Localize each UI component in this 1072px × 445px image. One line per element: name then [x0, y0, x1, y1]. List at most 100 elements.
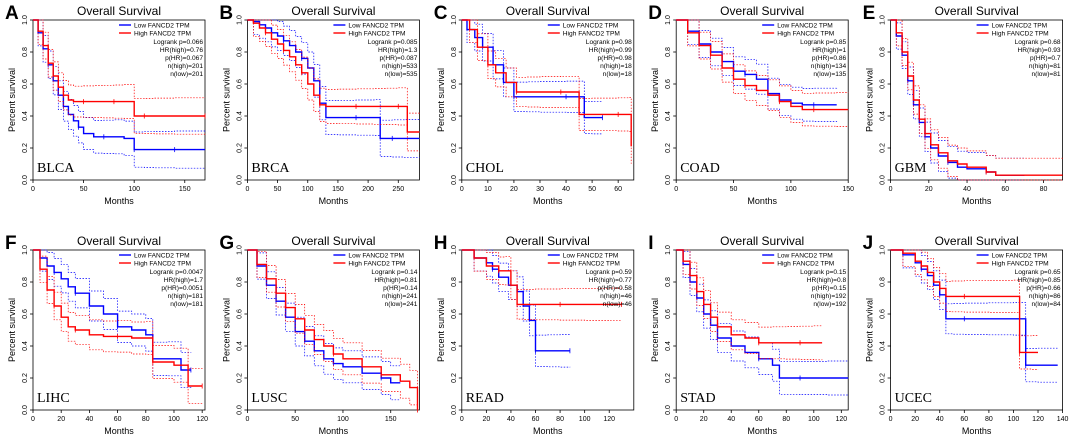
ci-upper-high	[33, 19, 206, 100]
y-axis-label: Percent survival	[221, 68, 231, 132]
x-tick-label: 60	[755, 416, 763, 423]
x-tick-label: 150	[385, 416, 397, 423]
x-tick-label: 150	[332, 186, 344, 193]
legend-label-high: High FANCD2 TPM	[134, 261, 191, 268]
chart-title: Overall Survival	[506, 4, 590, 18]
y-tick-label: 0.2	[236, 143, 243, 153]
stat-line: n(high)=81	[1029, 63, 1061, 70]
y-tick-label: 0.0	[451, 405, 458, 415]
x-axis-label: Months	[319, 196, 349, 206]
stat-line: n(low)=46	[603, 301, 632, 308]
chart-panel-d: D Overall Survival 0.0 0.2 0.4 0.6 0.8 1.0 0 50 10…	[648, 3, 854, 206]
x-tick-label: 0	[460, 416, 464, 423]
x-axis-label: Months	[104, 426, 134, 436]
x-tick-label: 20	[700, 416, 708, 423]
y-tick-label: 0.0	[665, 175, 672, 185]
legend-label-low: Low FANCD2 TPM	[992, 253, 1048, 260]
x-tick-label: 0	[31, 416, 35, 423]
stat-line: n(low)=181	[170, 301, 203, 308]
ci-upper-high	[247, 19, 420, 114]
legend-label-low: Low FANCD2 TPM	[563, 23, 619, 30]
ci-upper-high	[461, 249, 622, 291]
x-tick-label: 0	[31, 186, 35, 193]
cancer-label: CHOL	[466, 161, 504, 176]
stat-line: HR(high)=1.7	[164, 277, 204, 284]
chart-panel-g: G Overall Survival 0.0 0.2 0.4 0.6 0.8 1.0 0 50 10…	[219, 233, 420, 436]
legend-label-high: High FANCD2 TPM	[777, 31, 834, 38]
stat-line: Logrank p=0.98	[586, 39, 632, 46]
y-axis-label: Percent survival	[436, 298, 446, 362]
legend-label-low: Low FANCD2 TPM	[134, 253, 190, 260]
ci-upper-low	[890, 249, 1059, 349]
chart-title: Overall Survival	[720, 234, 804, 248]
y-tick-label: 0.2	[451, 373, 458, 383]
legend-label-high: High FANCD2 TPM	[563, 31, 620, 38]
stat-line: p(HR)=0.58	[598, 285, 633, 292]
ci-upper-high	[461, 19, 632, 130]
x-tick-label: 80	[782, 416, 790, 423]
legend-label-low: Low FANCD2 TPM	[348, 253, 404, 260]
stat-line: p(HR)=0.087	[379, 55, 417, 62]
legend-label-high: High FANCD2 TPM	[348, 261, 405, 268]
panel-letter: G	[219, 233, 234, 254]
ci-upper-low	[461, 19, 603, 102]
legend-label-low: Low FANCD2 TPM	[992, 23, 1048, 30]
stat-line: n(low)=81	[1031, 71, 1060, 78]
plot-frame	[246, 249, 420, 411]
x-tick-label: 20	[925, 186, 933, 193]
stat-line: n(high)=46	[600, 293, 632, 300]
y-tick-label: 0.6	[880, 79, 887, 89]
ci-lower-low	[33, 19, 206, 169]
x-tick-label: 80	[142, 416, 150, 423]
y-tick-label: 0.2	[665, 373, 672, 383]
chart-title: Overall Survival	[935, 234, 1019, 248]
y-tick-label: 1.0	[22, 245, 29, 255]
stat-line: n(high)=533	[382, 63, 418, 70]
chart-panel-a: A Overall Survival 0.0 0.2 0.4 0.6 0.8 1.0 0 50 10…	[5, 3, 206, 206]
y-tick-label: 0.4	[451, 341, 458, 351]
chart-title: Overall Survival	[291, 4, 375, 18]
y-tick-label: 0.0	[451, 175, 458, 185]
ci-lower-low	[890, 249, 1059, 383]
x-tick-label: 120	[196, 416, 208, 423]
x-tick-label: 60	[1001, 186, 1009, 193]
stat-line: Logrank p=0.59	[586, 269, 632, 276]
ci-lower-low	[676, 249, 849, 396]
x-tick-label: 80	[985, 416, 993, 423]
stat-line: Logrank p=0.65	[1015, 269, 1061, 276]
y-tick-label: 0.6	[665, 79, 672, 89]
y-tick-label: 0.0	[236, 405, 243, 415]
legend-label-low: Low FANCD2 TPM	[777, 23, 833, 30]
x-axis-label: Months	[104, 196, 134, 206]
y-tick-label: 0.6	[451, 309, 458, 319]
plot-frame	[890, 249, 1063, 411]
stat-line: Logrank p=0.68	[1015, 39, 1061, 46]
y-axis-label: Percent survival	[221, 298, 231, 362]
stat-line: HR(high)=0.81	[374, 277, 417, 284]
legend-label-high: High FANCD2 TPM	[563, 261, 620, 268]
x-tick-label: 0	[245, 416, 249, 423]
y-axis-label: Percent survival	[7, 298, 17, 362]
x-tick-label: 120	[603, 416, 615, 423]
x-tick-label: 40	[936, 416, 944, 423]
legend-label-low: Low FANCD2 TPM	[563, 253, 619, 260]
cancer-label: STAD	[680, 391, 715, 406]
plot-frame	[32, 19, 206, 181]
stat-line: Logrank p=0.15	[800, 269, 846, 276]
x-tick-label: 0	[245, 186, 249, 193]
y-tick-label: 0.8	[236, 277, 243, 287]
x-tick-label: 20	[510, 186, 518, 193]
ci-lower-high	[247, 249, 418, 410]
x-axis-label: Months	[319, 426, 349, 436]
legend-label-low: Low FANCD2 TPM	[134, 23, 190, 30]
x-tick-label: 100	[579, 416, 591, 423]
panel-letter: D	[648, 3, 662, 24]
x-tick-label: 20	[57, 416, 65, 423]
chart-title: Overall Survival	[506, 234, 590, 248]
ci-lower-high	[461, 19, 632, 164]
ci-upper-low	[890, 19, 1025, 159]
legend-label-high: High FANCD2 TPM	[777, 261, 834, 268]
survival-curve-high	[33, 249, 203, 387]
stat-line: n(low)=535	[385, 71, 418, 78]
x-tick-label: 40	[562, 186, 570, 193]
